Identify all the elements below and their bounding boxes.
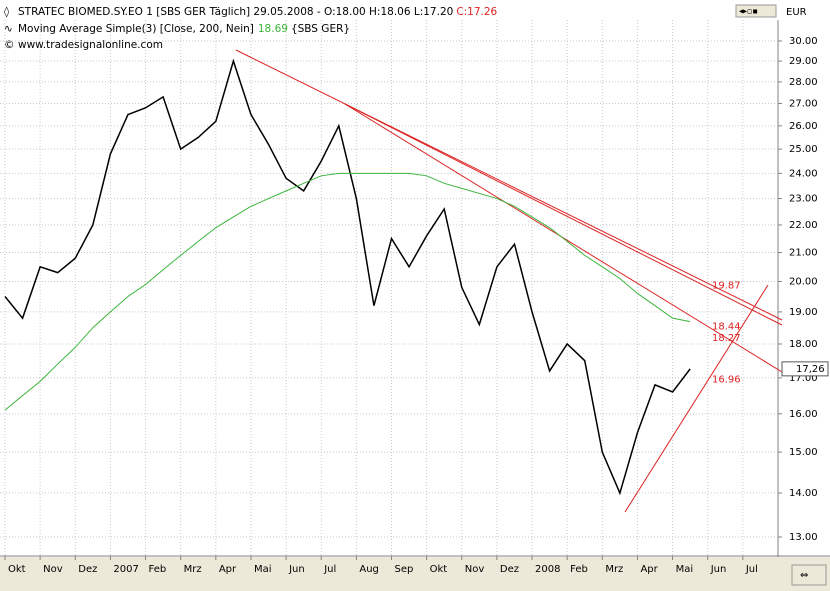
toolbar[interactable] [735,4,777,18]
y-tick-label: 28.00 [789,77,818,88]
moving-average-line [4,172,691,411]
price-axis [780,20,830,557]
x-tick-label: Apr [219,564,237,575]
y-tick-label: 20.00 [789,276,818,287]
zoom-icon[interactable]: ⇔ [800,570,808,581]
header-close: C:17.26 [456,6,497,18]
x-tick-label: Okt [430,564,448,575]
y-tick-label: 18.00 [789,339,818,350]
y-tick-label: 13.00 [789,532,818,543]
x-tick-label: Nov [43,564,63,575]
icon: ◊ [4,6,10,18]
toolbar-icons[interactable]: ◂▸▫▪ [739,7,758,16]
y-tick-label: 17.00 [789,373,818,384]
trend-line [344,103,783,326]
legend-entry: Moving Average Simple(3) [Close, 200, Ne… [18,23,254,35]
y-tick-label: 19.00 [789,307,818,318]
x-tick-label: Jun [710,564,727,575]
price-line [4,58,691,496]
x-tick-label: Mai [676,564,694,575]
x-tick-label: Feb [570,564,588,575]
window-buttons[interactable]: ◂▸▫▪ [735,4,777,18]
annotation-label: 18.44 [712,322,741,333]
x-tick-label: Okt [8,564,26,575]
price-tag [781,361,829,377]
header-title: STRATEC BIOMED.SY.EO 1 [SBS GER Täglich]… [18,6,453,18]
x-tick-label: Jul [745,564,758,575]
price-tag-label: 17,26 [796,364,825,375]
icon: ∿ [4,23,13,35]
website: www.tradesignalonline.com [18,39,163,51]
y-tick-label: 22.00 [789,220,818,231]
y-tick-label: 16.00 [789,409,818,420]
y-tick-label: 21.00 [789,248,818,259]
x-tick-label: Sep [395,564,414,575]
annotation-label: 16.96 [712,374,741,385]
x-tick-label: Apr [640,564,658,575]
axis-band [0,557,830,591]
x-tick-label: Mrz [605,564,623,575]
annotation-label: 19.87 [712,280,741,291]
x-tick-label: 2007 [113,564,138,575]
x-tick-label: Nov [465,564,485,575]
x-tick-label: Jun [288,564,305,575]
x-tick-label: 2008 [535,564,560,575]
x-tick-label: Mrz [184,564,202,575]
y-tick-label: 30.00 [789,36,818,47]
zoom-button[interactable] [791,564,827,586]
y-tick-label: 24.00 [789,168,818,179]
y-tick-label: 26.00 [789,121,818,132]
y-tick-label: 29.00 [789,56,818,67]
trend-line [235,49,783,321]
trend-line [624,284,769,513]
y-tick-label: 14.00 [789,488,818,499]
x-tick-label: Dez [78,564,97,575]
icon: © [4,39,15,51]
legend-value: 18.69 [258,23,288,35]
y-tick-label: 27.00 [789,98,818,109]
x-tick-label: Dez [500,564,519,575]
x-tick-label: Feb [149,564,167,575]
x-tick-label: Jul [323,564,336,575]
y-tick-label: 23.00 [789,194,818,205]
x-tick-label: Aug [359,564,379,575]
annotation-label: 18.27 [712,333,741,344]
y-tick-label: 15.00 [789,447,818,458]
y-tick-label: 25.00 [789,144,818,155]
currency: EUR [786,7,807,18]
legend-source: {SBS GER} [291,23,350,35]
x-tick-label: Mai [254,564,272,575]
